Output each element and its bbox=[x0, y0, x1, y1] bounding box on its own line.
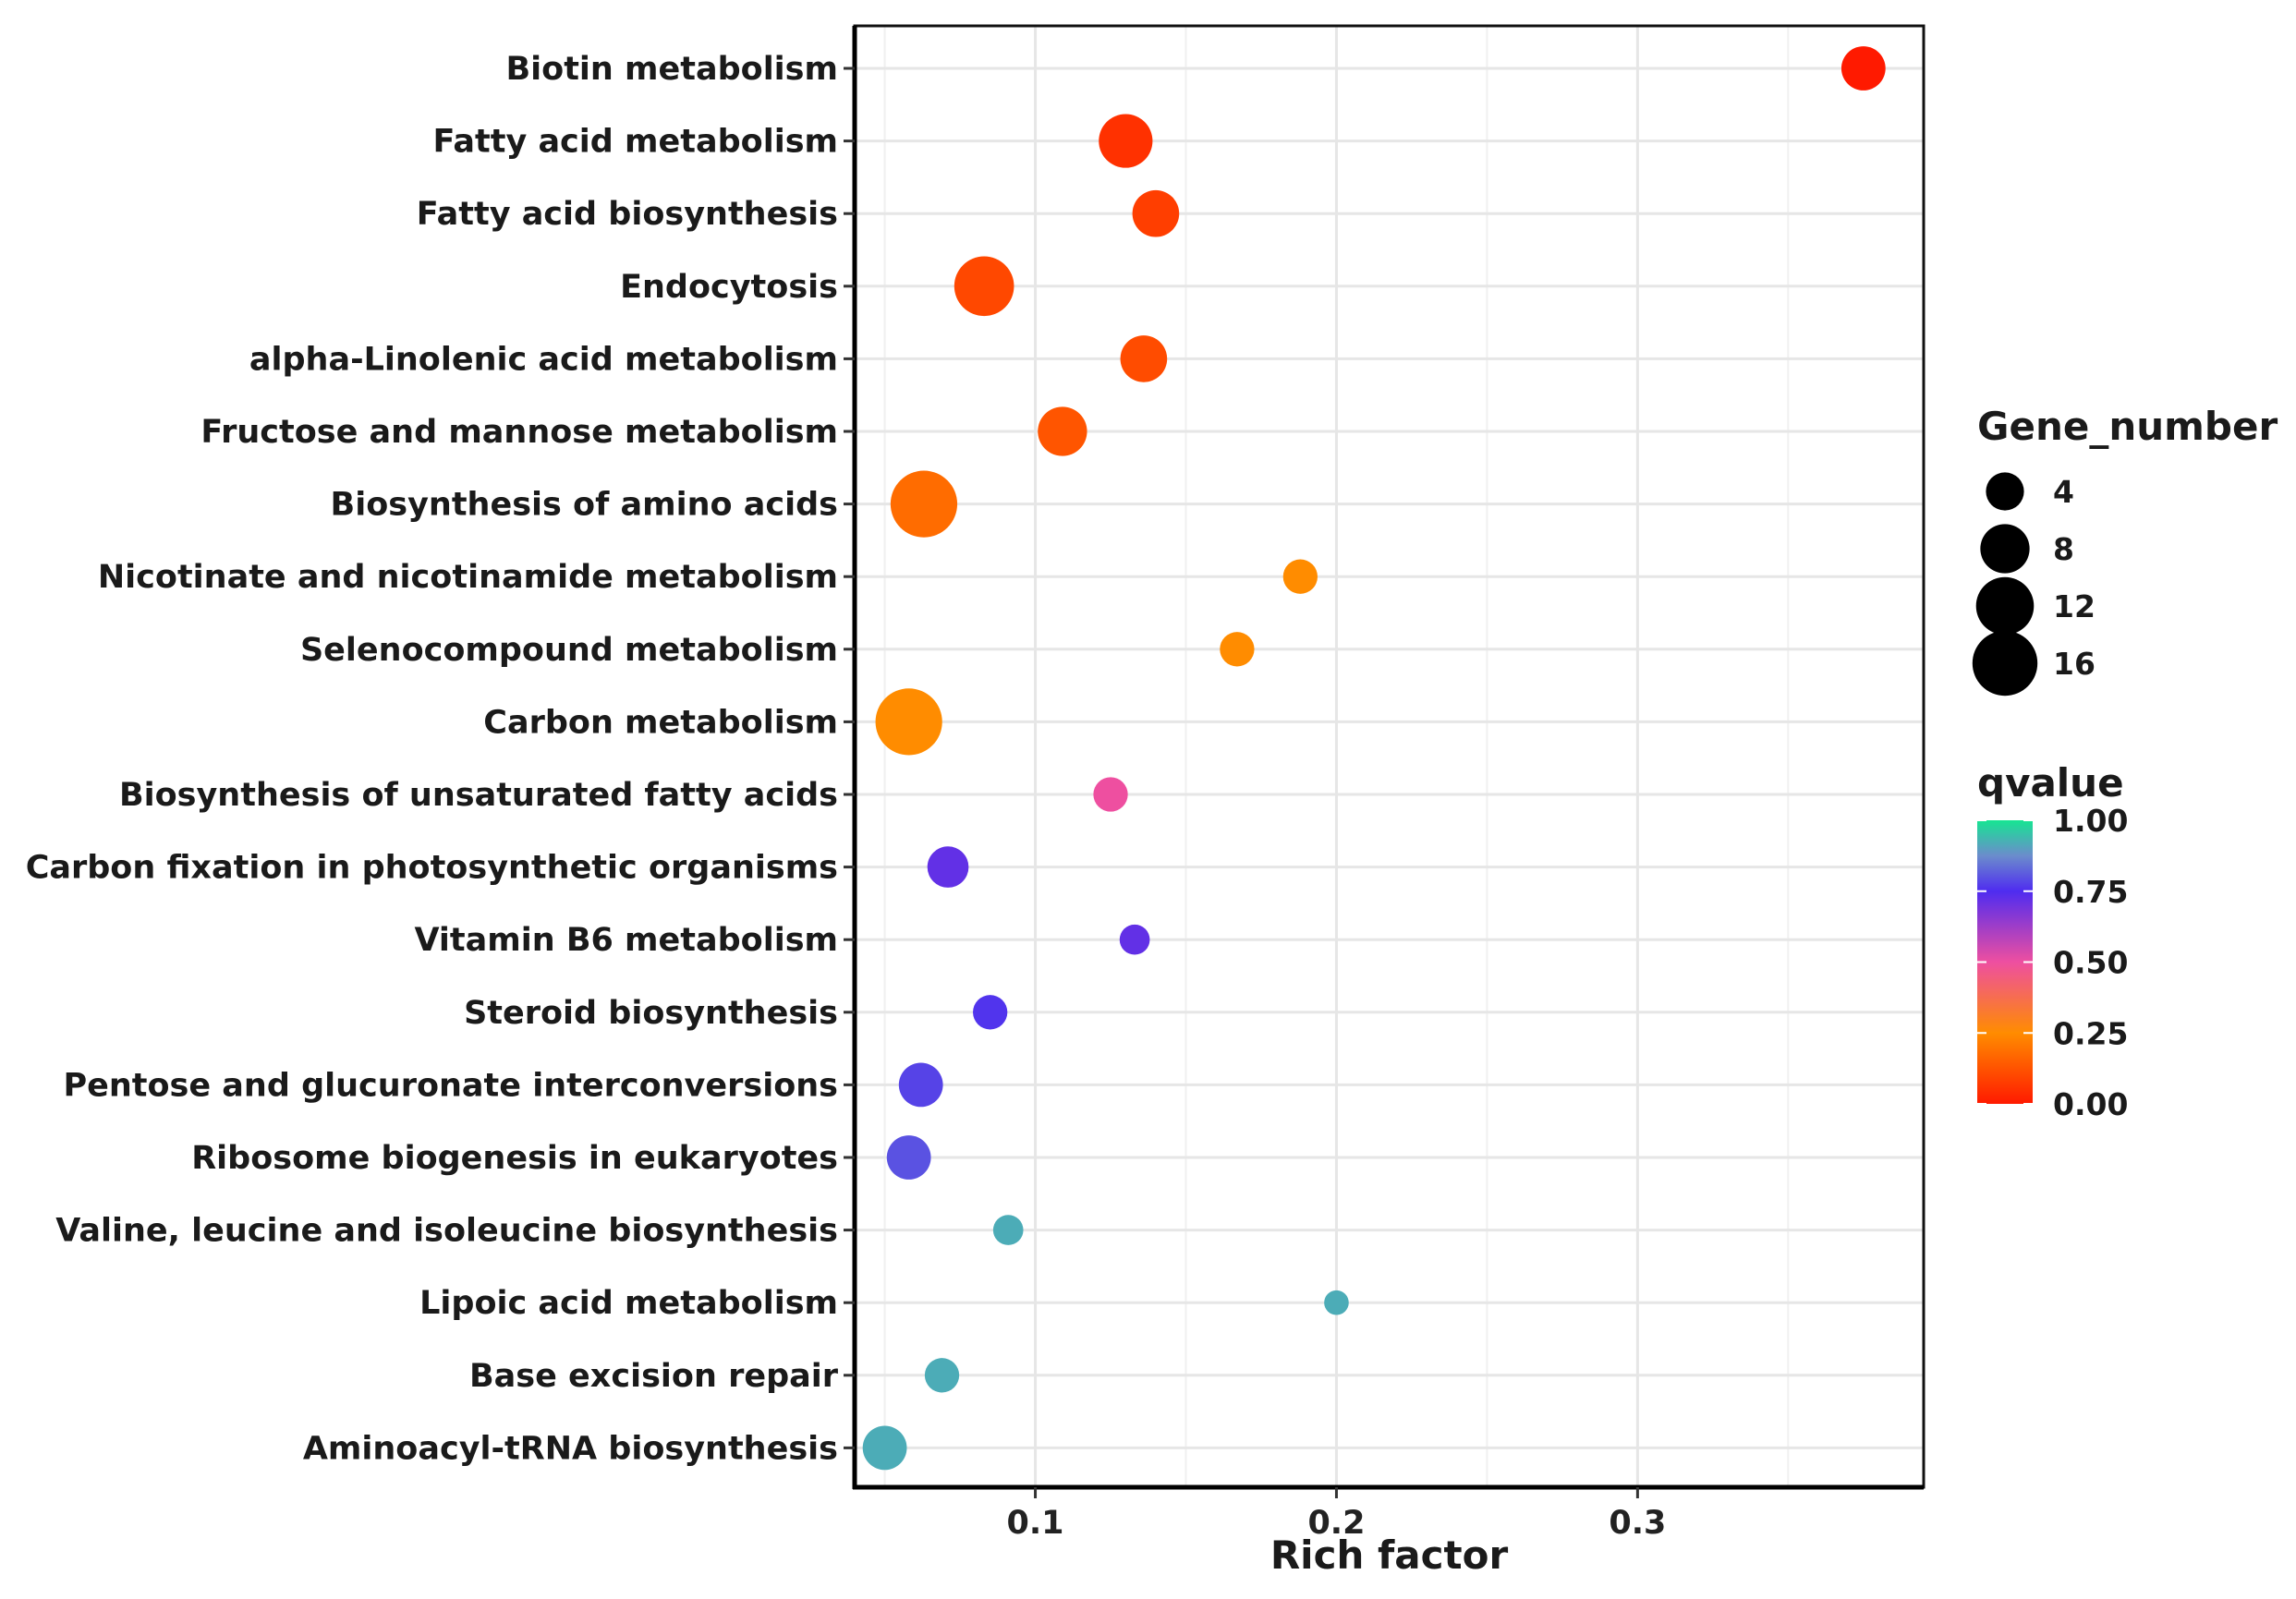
data-point bbox=[1220, 632, 1255, 667]
x-axis-title: Rich factor bbox=[1270, 1532, 1509, 1578]
grid bbox=[855, 26, 1924, 1487]
size-legend-label: 12 bbox=[2053, 588, 2096, 624]
category-label: Fructose and mannose metabolism bbox=[200, 414, 838, 451]
category-label: Vitamin B6 metabolism bbox=[414, 922, 838, 959]
gene-number-legend-title: Gene_number bbox=[1977, 404, 2278, 449]
category-label: Biosynthesis of amino acids bbox=[331, 487, 838, 524]
category-label: Aminoacyl-tRNA biosynthesis bbox=[303, 1430, 838, 1467]
data-point bbox=[992, 1215, 1024, 1245]
category-label: Nicotinate and nicotinamide metabolism bbox=[98, 559, 838, 596]
category-label: Valine, leucine and isoleucine biosynthe… bbox=[55, 1213, 838, 1250]
category-label: Endocytosis bbox=[620, 269, 838, 306]
data-points bbox=[862, 46, 1886, 1471]
colorbar-label: 0.75 bbox=[2053, 874, 2128, 910]
data-point bbox=[1132, 189, 1180, 237]
qvalue-legend-title: qvalue bbox=[1977, 760, 2124, 806]
data-point bbox=[954, 256, 1014, 317]
data-point bbox=[1119, 924, 1150, 955]
size-legend-key bbox=[1972, 630, 2038, 697]
category-label: Biotin metabolism bbox=[505, 51, 838, 88]
category-label: Ribosome biogenesis in eukaryotes bbox=[191, 1140, 838, 1177]
data-point bbox=[1840, 46, 1886, 91]
size-legend-label: 4 bbox=[2053, 474, 2074, 510]
data-point bbox=[973, 995, 1008, 1030]
gene-number-legend: Gene_number 4 8 12 16 bbox=[1972, 404, 2278, 697]
data-point bbox=[927, 846, 969, 888]
data-point bbox=[1099, 114, 1153, 168]
category-label: Selenocompound metabolism bbox=[300, 632, 838, 669]
data-point bbox=[890, 470, 958, 538]
category-label: Carbon fixation in photosynthetic organi… bbox=[26, 850, 838, 887]
data-point bbox=[1093, 777, 1128, 812]
data-point bbox=[875, 688, 942, 756]
category-label: Fatty acid biosynthesis bbox=[417, 196, 838, 233]
data-point bbox=[1120, 335, 1168, 382]
category-label: Base excision repair bbox=[469, 1358, 839, 1395]
category-label: Biosynthesis of unsaturated fatty acids bbox=[119, 777, 838, 814]
category-label: alpha-Linolenic acid metabolism bbox=[249, 341, 838, 378]
size-legend-label: 16 bbox=[2053, 646, 2096, 682]
size-legend-key bbox=[1986, 472, 2024, 511]
data-point bbox=[1282, 559, 1318, 594]
colorbar-label: 1.00 bbox=[2053, 803, 2128, 839]
category-label: Steroid biosynthesis bbox=[464, 995, 838, 1032]
plot-panel bbox=[855, 26, 1924, 1487]
data-point bbox=[1324, 1290, 1349, 1315]
category-label: Lipoic acid metabolism bbox=[419, 1285, 838, 1322]
category-label: Pentose and glucuronate interconversions bbox=[63, 1067, 838, 1104]
x-tick-labels: 0.1 0.2 0.3 bbox=[1007, 1487, 1666, 1542]
x-tick-label: 0.2 bbox=[1307, 1505, 1365, 1542]
data-point bbox=[862, 1425, 907, 1471]
axes bbox=[852, 24, 1925, 1490]
category-labels: Biotin metabolism Fatty acid metabolism Fa… bbox=[26, 51, 855, 1467]
data-point bbox=[1038, 406, 1087, 456]
colorbar-label: 0.25 bbox=[2053, 1015, 2128, 1051]
size-legend-key bbox=[1975, 576, 2035, 636]
data-point bbox=[898, 1062, 943, 1108]
size-legend-key bbox=[1980, 524, 2030, 574]
data-point bbox=[924, 1358, 960, 1393]
category-label: Fatty acid metabolism bbox=[433, 124, 839, 161]
x-tick-label: 0.3 bbox=[1609, 1505, 1666, 1542]
x-tick-label: 0.1 bbox=[1007, 1505, 1064, 1542]
category-label: Carbon metabolism bbox=[483, 704, 838, 741]
colorbar-label: 0.50 bbox=[2053, 945, 2128, 981]
size-legend-label: 8 bbox=[2053, 531, 2074, 567]
data-point bbox=[886, 1135, 931, 1180]
qvalue-legend: qvalue 1.00 0.75 0.50 0.25 0.00 bbox=[1977, 760, 2128, 1122]
colorbar-label: 0.00 bbox=[2053, 1086, 2128, 1122]
